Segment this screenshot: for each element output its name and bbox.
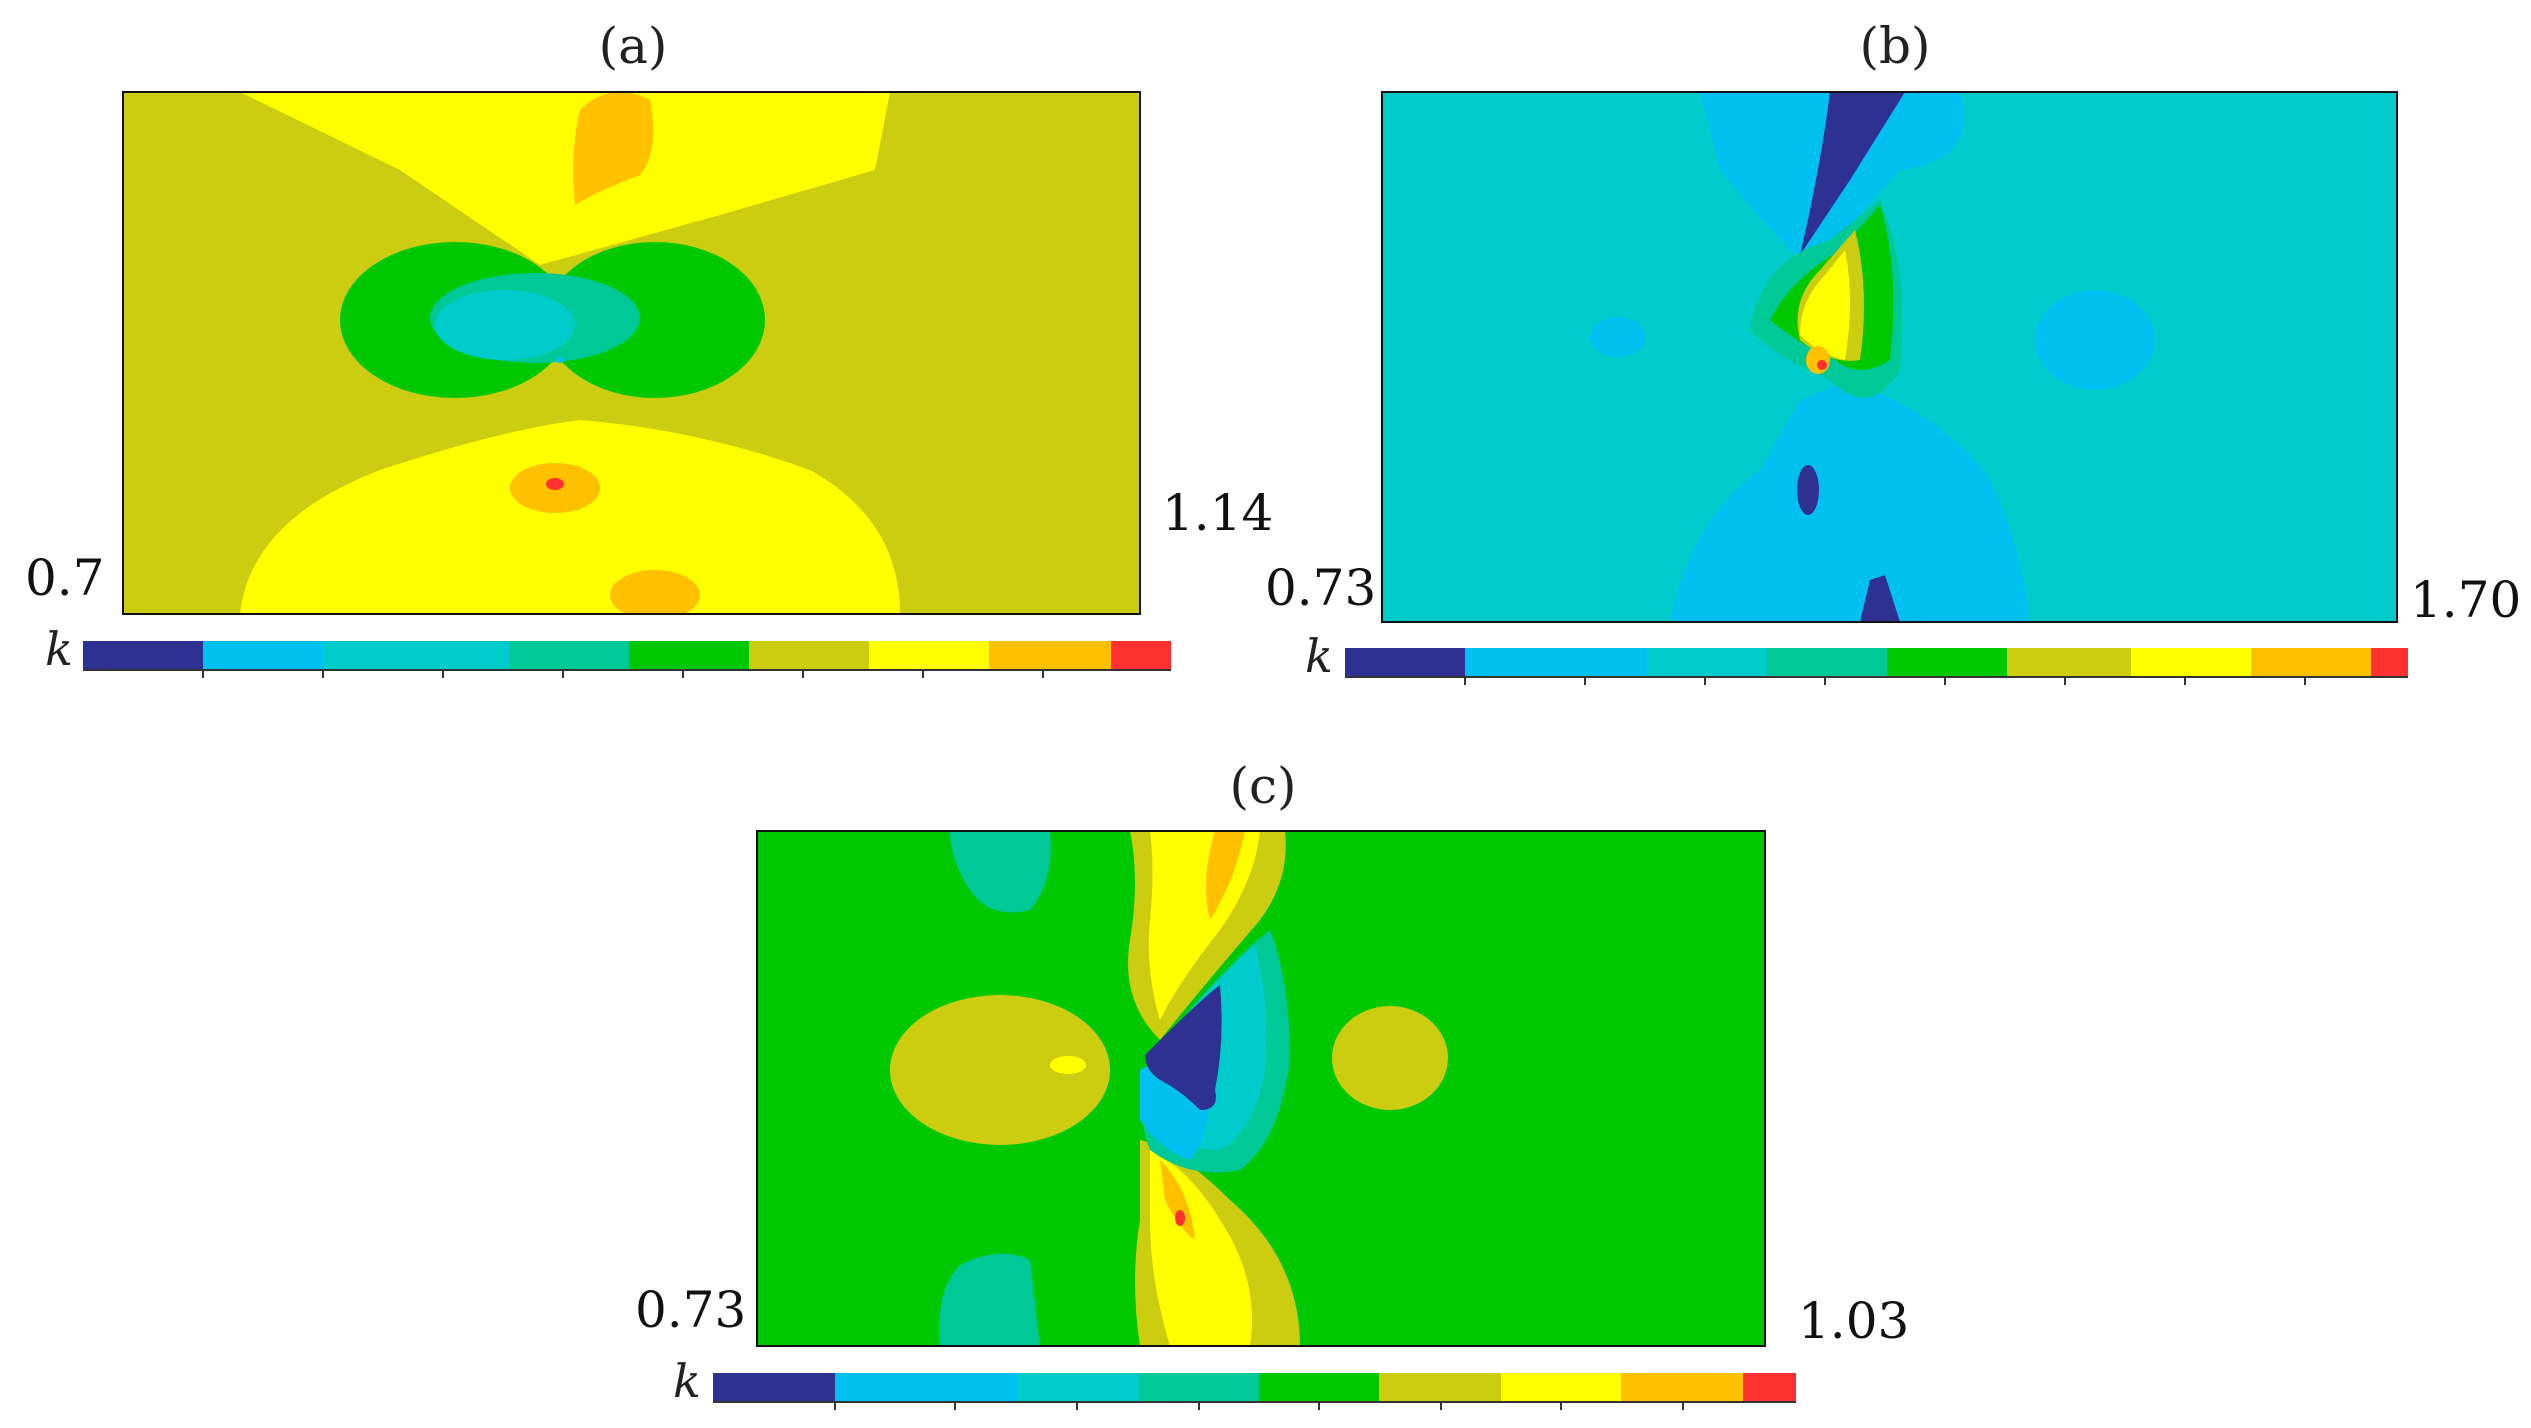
panel-a-min-label: 0.7 — [25, 549, 105, 607]
panel-a-label: (a) — [599, 17, 668, 75]
panel-c-contour — [756, 830, 1766, 1347]
panel-a: (a) 0.7 1.14 — [25, 17, 1273, 678]
panel-a-colorbar-label: k — [45, 622, 73, 676]
panel-c: (c) — [635, 757, 1909, 1410]
panel-a-max-label: 1.14 — [1162, 484, 1273, 542]
panel-a-top-yellow-region — [240, 92, 890, 265]
panel-c-colorbar — [713, 1373, 1796, 1410]
panel-a-top-orange-region — [573, 92, 654, 205]
panel-b-label: (b) — [1859, 17, 1930, 75]
panel-b-yellow-region — [1800, 250, 1850, 360]
panel-b-colorbar-label: k — [1305, 629, 1333, 683]
panel-a-cyan-core — [435, 290, 575, 360]
panel-c-frame — [756, 830, 1766, 1347]
panel-a-colorbar — [83, 641, 1171, 678]
panel-a-red-spot — [546, 478, 564, 490]
panel-c-upper-orange-streak — [1206, 831, 1245, 920]
panel-c-left-yellow-dot — [1050, 1056, 1086, 1074]
panel-c-right-olive-lobe — [1332, 1006, 1448, 1110]
panel-b-orange-spot — [1806, 346, 1830, 374]
panel-c-min-label: 0.73 — [635, 1281, 746, 1339]
panel-c-left-olive-lobe — [890, 995, 1110, 1145]
panel-b-contour — [1381, 91, 2398, 623]
panel-b-bottom-navy-edge — [1860, 575, 1900, 622]
panel-b: (b) — [1265, 17, 2521, 685]
panel-c-max-label: 1.03 — [1798, 1292, 1909, 1350]
panel-c-red-spot — [1175, 1210, 1185, 1226]
panel-a-contour — [122, 91, 1141, 615]
panel-c-upper-yellow-plume — [1148, 831, 1260, 1020]
panel-a-right-green-lobe — [545, 242, 765, 398]
panel-a-blue-dot — [556, 357, 564, 363]
panel-c-top-teal-blob — [950, 831, 1051, 913]
panel-c-label: (c) — [1229, 757, 1296, 815]
panel-a-bottom-orange-edge — [610, 570, 700, 614]
panel-c-lower-orange-streak — [1160, 1160, 1195, 1240]
panel-b-bottom-blue-region — [1670, 380, 2030, 622]
panel-a-frame — [122, 91, 1141, 615]
panel-b-left-blue-blob — [1590, 317, 1646, 357]
panel-b-red-spot — [1817, 360, 1827, 370]
panel-b-right-blue-blob — [2035, 290, 2155, 390]
panel-b-max-label: 1.70 — [2410, 571, 2521, 629]
panel-c-bottom-teal-blob — [939, 1253, 1040, 1346]
panel-c-colorbar-label: k — [673, 1354, 701, 1408]
panel-b-colorbar — [1345, 648, 2408, 685]
panel-b-frame — [1381, 91, 2398, 623]
panel-b-min-label: 0.73 — [1265, 559, 1376, 617]
panel-b-top-navy-region — [1800, 92, 1905, 255]
panel-a-bottom-yellow-region — [240, 420, 900, 614]
panel-c-central-navy-region — [1145, 985, 1222, 1110]
panel-b-bottom-navy-spot — [1797, 465, 1819, 515]
